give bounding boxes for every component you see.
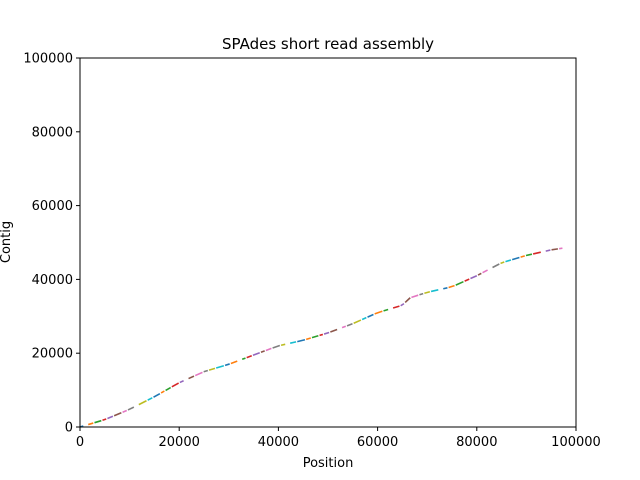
x-tick-label: 80000 xyxy=(456,435,497,450)
contig-segment xyxy=(353,319,362,325)
contig-segment xyxy=(319,333,324,337)
x-axis-label: Position xyxy=(303,456,354,471)
contig-segment xyxy=(419,292,424,296)
contig-segment xyxy=(443,287,448,290)
contig-segment xyxy=(551,248,559,251)
contig-segment xyxy=(383,308,389,312)
x-tick-label: 0 xyxy=(76,435,84,450)
contig-segment xyxy=(455,280,464,286)
contig-segment xyxy=(179,380,184,384)
contig-segment xyxy=(424,290,431,294)
contig-segment xyxy=(470,274,478,280)
contig-segment xyxy=(127,406,135,411)
contig-segment xyxy=(289,341,297,344)
contig-segment xyxy=(215,364,225,369)
x-tick-label: 20000 xyxy=(159,435,200,450)
contig-segment xyxy=(194,371,203,377)
x-tick-label: 60000 xyxy=(357,435,398,450)
contig-segment xyxy=(224,363,230,367)
x-tick-label: 40000 xyxy=(258,435,299,450)
plot-background xyxy=(80,58,576,427)
contig-segment xyxy=(280,343,286,347)
x-axis-ticks: 0 20000 40000 60000 80000 100000 xyxy=(76,427,601,450)
y-axis-label: Contig xyxy=(0,221,14,263)
contig-segment xyxy=(477,272,482,276)
contig-segment xyxy=(160,390,165,394)
contig-segment xyxy=(230,360,238,365)
contig-segment xyxy=(492,263,500,269)
contig-segment xyxy=(545,249,551,252)
contig-segment xyxy=(367,313,374,318)
y-tick-label: 60000 xyxy=(32,199,73,214)
contig-segment xyxy=(330,328,338,333)
contig-segment xyxy=(297,338,306,343)
contig-segment xyxy=(203,369,209,373)
contig-segment xyxy=(500,261,505,265)
y-tick-label: 20000 xyxy=(32,347,73,362)
contig-segment xyxy=(404,297,411,304)
contig-segment xyxy=(138,400,147,406)
contig-segment xyxy=(171,382,180,388)
contig-segment xyxy=(252,352,261,357)
contig-segment xyxy=(107,415,114,420)
contig-segment xyxy=(374,310,383,315)
contig-segment xyxy=(341,325,347,329)
contig-segment xyxy=(430,289,439,293)
contig-segment xyxy=(305,337,311,341)
contig-segment xyxy=(94,419,102,424)
contig-segment xyxy=(113,411,122,417)
contig-segment xyxy=(188,375,195,380)
plot-frame xyxy=(79,57,577,428)
x-tick-label: 100000 xyxy=(551,435,601,450)
contig-segment xyxy=(265,347,272,352)
contig-segment xyxy=(464,278,470,282)
y-tick-label: 0 xyxy=(65,421,73,436)
contig-segment xyxy=(311,335,319,339)
contig-segment xyxy=(208,367,216,371)
contig-segment xyxy=(448,284,455,289)
contig-segment xyxy=(102,418,107,422)
y-tick-label: 80000 xyxy=(32,125,73,140)
contig-segment xyxy=(165,386,172,392)
contig-segment xyxy=(88,422,94,426)
contig-segment xyxy=(520,255,526,258)
y-tick-label: 40000 xyxy=(32,273,73,288)
y-axis-ticks: 0 20000 40000 60000 80000 100000 xyxy=(23,52,80,436)
contig-segment xyxy=(346,323,353,327)
contig-segment xyxy=(411,294,419,299)
contig-segment xyxy=(323,331,330,335)
contig-segment xyxy=(241,357,246,361)
contig-segment xyxy=(505,259,512,263)
contig-segment xyxy=(511,256,520,261)
contig-segment xyxy=(361,316,367,321)
contig-segment xyxy=(400,303,405,307)
contig-segment xyxy=(482,269,488,274)
contig-segment xyxy=(272,344,281,349)
chart-title: SPAdes short read assembly xyxy=(222,35,434,53)
contig-segment xyxy=(122,409,128,413)
contig-segment xyxy=(532,251,541,255)
contig-segment xyxy=(147,397,153,401)
contig-segment xyxy=(260,350,265,354)
contig-segment xyxy=(153,392,161,398)
contig-segment xyxy=(246,354,253,359)
y-tick-label: 100000 xyxy=(23,52,73,67)
contig-segments xyxy=(79,247,563,428)
contig-segment xyxy=(392,305,400,309)
contig-segment xyxy=(525,253,533,257)
